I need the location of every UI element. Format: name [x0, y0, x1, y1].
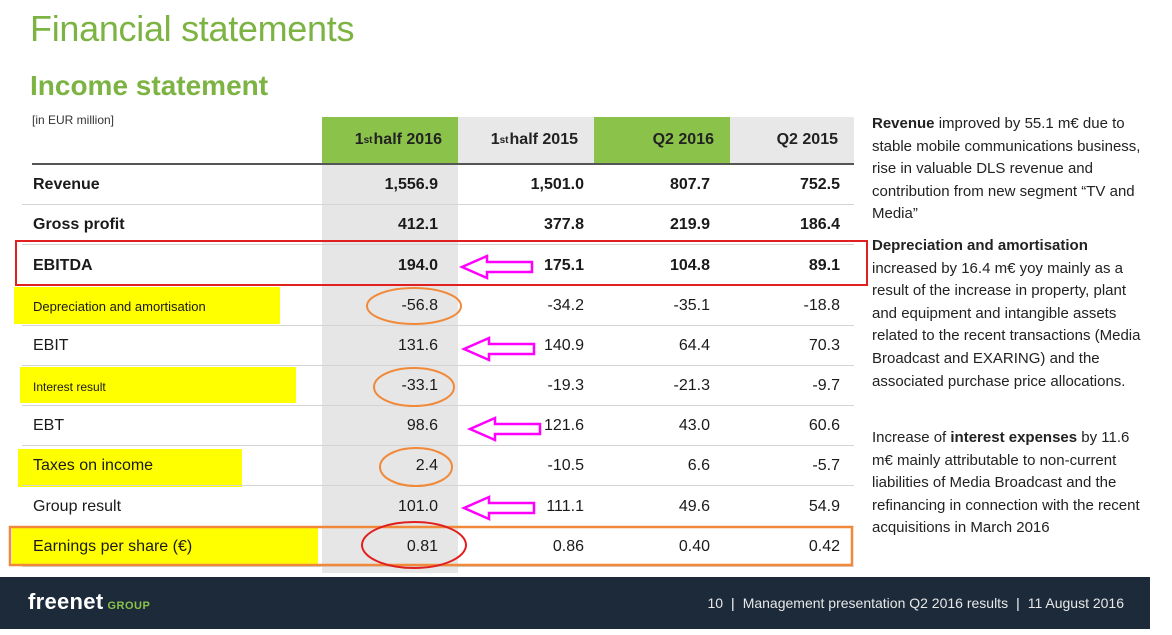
highlight-taxes — [18, 449, 242, 487]
cell: 219.9 — [669, 216, 710, 233]
cell: 0.40 — [678, 538, 710, 555]
cell: 6.6 — [687, 457, 710, 474]
highlight-interest — [20, 367, 296, 403]
cell: 1,501.0 — [530, 176, 584, 193]
col-header-q2-2016: Q2 2016 — [594, 117, 730, 163]
cell: -19.3 — [547, 377, 584, 394]
cell: -33.1 — [401, 377, 438, 394]
cell: 175.1 — [543, 257, 584, 274]
cell: 49.6 — [678, 498, 710, 515]
row-label: Gross profit — [33, 216, 125, 233]
cell: 807.7 — [669, 176, 710, 193]
cell: 43.0 — [678, 417, 710, 434]
cell: -56.8 — [401, 297, 438, 314]
row-label: Earnings per share (€) — [33, 538, 193, 555]
table-row-revenue: Revenue 1,556.9 1,501.0 807.7 752.5 — [22, 165, 854, 205]
cell: 377.8 — [543, 216, 584, 233]
cell: 89.1 — [808, 257, 840, 274]
row-label: Taxes on income — [33, 457, 154, 474]
note-revenue: Revenue improved by 55.1 m€ due to stabl… — [872, 115, 1141, 223]
table-row-interest: Interest result -33.1 -19.3 -21.3 -9.7 — [22, 366, 854, 406]
cell: 140.9 — [543, 337, 584, 354]
note-depreciation: Depreciation and amortisation increased … — [872, 237, 1141, 390]
table-row-taxes: Taxes on income 2.4 -10.5 6.6 -5.7 — [22, 446, 854, 486]
note-interest: Increase of interest expenses by 11.6 m€… — [872, 429, 1140, 537]
unit-label: [in EUR million] — [32, 113, 115, 127]
cell: 131.6 — [397, 337, 438, 354]
freenet-logo: freenet GROUP — [28, 589, 151, 614]
cell: 0.86 — [552, 538, 584, 555]
row-label: EBT — [33, 417, 65, 434]
cell: -5.7 — [812, 457, 840, 474]
table-row-gross-profit: Gross profit 412.1 377.8 219.9 186.4 — [22, 205, 854, 245]
row-label: Interest result — [33, 380, 106, 394]
table-row-ebit: EBIT 131.6 140.9 64.4 70.3 — [22, 326, 854, 366]
row-label: EBIT — [33, 337, 69, 354]
cell: 60.6 — [808, 417, 840, 434]
header-rule — [32, 163, 854, 165]
cell: -9.7 — [812, 377, 840, 394]
cell: 186.4 — [799, 216, 840, 233]
cell: -21.3 — [673, 377, 710, 394]
table-row-depreciation: Depreciation and amortisation -56.8 -34.… — [22, 286, 854, 326]
row-label: Depreciation and amortisation — [33, 299, 206, 314]
cell: 54.9 — [808, 498, 840, 515]
footer-bar: freenet GROUP 10 | Management presentation … — [0, 577, 1150, 629]
cell: 1,556.9 — [384, 176, 438, 193]
cell: 121.6 — [543, 417, 584, 434]
cell: -34.2 — [547, 297, 584, 314]
presentation-date: 11 August 2016 — [1027, 595, 1124, 611]
row-label: EBITDA — [33, 257, 93, 274]
row-label: Revenue — [33, 176, 100, 193]
table-row-eps: Earnings per share (€) 0.81 0.86 0.40 0.… — [22, 527, 854, 567]
page-number: 10 — [707, 595, 724, 611]
presentation-title: Management presentation Q2 2016 results — [742, 595, 1009, 611]
cell: 752.5 — [799, 176, 840, 193]
row-label: Group result — [33, 498, 122, 515]
cell: 111.1 — [546, 498, 584, 515]
table-row-ebitda: EBITDA 194.0 175.1 104.8 89.1 — [22, 246, 854, 286]
cell: 194.0 — [397, 257, 438, 274]
table-row-group-result: Group result 101.0 111.1 49.6 54.9 — [22, 487, 854, 527]
cell: 64.4 — [678, 337, 710, 354]
cell: 412.1 — [397, 216, 438, 233]
cell: -10.5 — [547, 457, 584, 474]
cell: 98.6 — [406, 417, 438, 434]
cell: -35.1 — [673, 297, 710, 314]
cell: 0.42 — [808, 538, 840, 555]
highlight-depreciation — [14, 287, 280, 324]
cell: 70.3 — [808, 337, 840, 354]
section-title: Income statement — [30, 70, 269, 101]
cell: 101.0 — [397, 498, 438, 515]
col-header-q2-2015: Q2 2015 — [730, 117, 854, 163]
cell: -18.8 — [803, 297, 840, 314]
footer-info: 10 | Management presentation Q2 2016 resul… — [707, 595, 1124, 611]
cell: 0.81 — [406, 538, 438, 555]
cell: 2.4 — [415, 457, 438, 474]
page-title: Financial statements — [30, 8, 355, 49]
table-row-ebt: EBT 98.6 121.6 43.0 60.6 — [22, 406, 854, 446]
cell: 104.8 — [669, 257, 710, 274]
